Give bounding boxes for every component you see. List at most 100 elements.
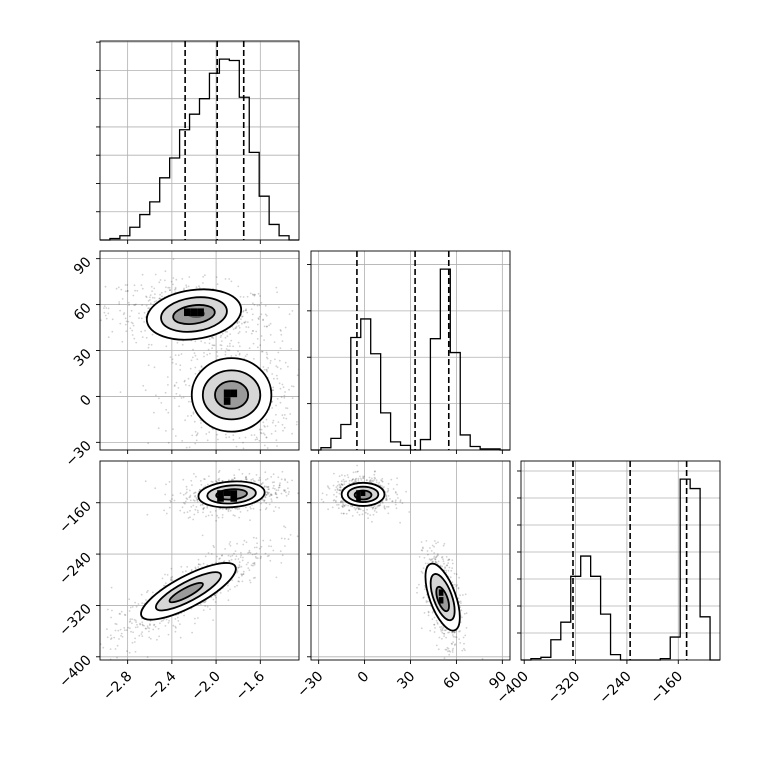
sample-point: [259, 344, 262, 347]
sample-point: [105, 317, 108, 320]
sample-point: [327, 486, 330, 489]
sample-point: [265, 436, 268, 439]
sample-point: [227, 599, 230, 602]
sample-point: [252, 507, 255, 510]
sample-point: [257, 479, 260, 482]
sample-point: [199, 603, 202, 605]
sample-point: [247, 567, 250, 569]
sample-point: [199, 563, 202, 566]
sample-point: [459, 630, 461, 632]
sample-point: [270, 432, 273, 435]
sample-point: [130, 630, 132, 633]
sample-point: [369, 514, 372, 516]
sample-point: [153, 297, 156, 299]
density-contour: [429, 573, 456, 622]
sample-point: [454, 631, 456, 633]
sample-point: [420, 627, 423, 630]
sample-point: [191, 471, 193, 473]
sample-point: [241, 472, 244, 475]
sample-point: [271, 481, 274, 484]
sample-point: [158, 297, 161, 300]
sample-point: [133, 618, 136, 621]
sample-point: [256, 542, 258, 545]
sample-point: [229, 509, 232, 512]
sample-point: [346, 474, 349, 476]
sample-point: [435, 556, 438, 558]
sample-point: [141, 624, 144, 627]
sample-point: [256, 346, 259, 349]
sample-point: [111, 318, 114, 321]
sample-point: [335, 495, 338, 498]
sample-point: [362, 477, 364, 479]
sample-point: [242, 556, 244, 559]
sample-point: [266, 486, 269, 489]
sample-point: [277, 351, 280, 354]
sample-point: [202, 562, 205, 565]
sample-point: [183, 511, 186, 514]
sample-point: [202, 507, 205, 510]
sample-point: [261, 350, 263, 353]
sample-point: [360, 479, 363, 481]
sample-point: [237, 558, 240, 560]
density-cell: [438, 589, 444, 596]
sample-point: [216, 355, 219, 358]
sample-point: [401, 502, 404, 505]
sample-point: [238, 456, 240, 458]
sample-point: [241, 315, 244, 318]
sample-point: [165, 430, 167, 432]
sample-point: [395, 492, 397, 494]
sample-point: [265, 502, 268, 504]
sample-point: [245, 541, 248, 544]
sample-point: [171, 579, 174, 582]
sample-point: [153, 411, 155, 414]
sample-point: [189, 516, 191, 519]
sample-point: [289, 413, 292, 415]
sample-point: [124, 323, 127, 326]
sample-point: [291, 397, 294, 399]
sample-point: [433, 616, 436, 619]
sample-point: [128, 598, 131, 601]
sample-point: [279, 401, 282, 404]
sample-point: [239, 295, 242, 298]
sample-point: [254, 480, 256, 483]
sample-point: [113, 636, 116, 639]
sample-point: [288, 388, 290, 391]
sample-point: [196, 500, 199, 503]
sample-point: [214, 510, 217, 512]
sample-point: [206, 506, 209, 509]
sample-point: [234, 327, 237, 330]
sample-point: [173, 499, 176, 502]
sample-point: [181, 506, 184, 509]
sample-point: [270, 494, 272, 497]
sample-point: [444, 648, 447, 651]
sample-point: [394, 491, 397, 493]
sample-point: [386, 490, 389, 493]
sample-point: [193, 420, 196, 423]
sample-point: [132, 631, 135, 634]
sample-point: [232, 478, 235, 481]
sample-point: [196, 358, 199, 361]
sample-point: [354, 478, 357, 481]
sample-point: [168, 506, 171, 509]
sample-point: [273, 377, 275, 380]
sample-point: [354, 479, 356, 482]
sample-point: [184, 500, 187, 503]
sample-point: [194, 495, 196, 498]
sample-point: [227, 510, 230, 513]
sample-point: [160, 291, 163, 294]
sample-point: [345, 480, 347, 483]
sample-point: [356, 511, 359, 514]
sample-point: [150, 343, 153, 346]
sample-point: [358, 514, 361, 516]
sample-point: [224, 278, 227, 280]
sample-point: [283, 396, 286, 399]
sample-point: [338, 489, 341, 491]
sample-point: [342, 500, 345, 503]
sample-point: [386, 498, 388, 501]
sample-point: [340, 512, 343, 515]
sample-point: [110, 637, 113, 639]
sample-point: [343, 504, 346, 507]
sample-point: [254, 438, 257, 441]
sample-point: [302, 498, 304, 500]
sample-point: [179, 492, 182, 495]
